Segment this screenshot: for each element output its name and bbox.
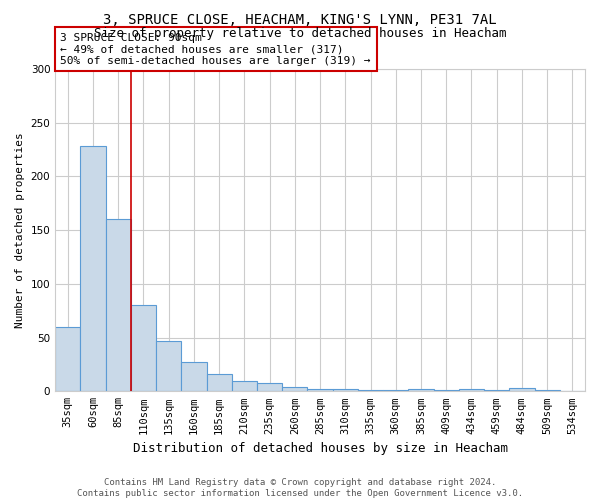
Bar: [459, 389, 484, 392]
Bar: [282, 387, 307, 392]
Bar: [156, 341, 181, 392]
Text: Contains HM Land Registry data © Crown copyright and database right 2024.
Contai: Contains HM Land Registry data © Crown c…: [77, 478, 523, 498]
Bar: [55, 327, 80, 392]
Bar: [383, 390, 409, 392]
Bar: [131, 306, 156, 392]
Bar: [484, 390, 509, 392]
Bar: [409, 389, 434, 392]
X-axis label: Distribution of detached houses by size in Heacham: Distribution of detached houses by size …: [133, 442, 508, 455]
Bar: [332, 389, 358, 392]
Bar: [307, 389, 332, 392]
Bar: [535, 390, 560, 392]
Bar: [434, 390, 459, 392]
Bar: [106, 220, 131, 392]
Bar: [358, 390, 383, 392]
Bar: [257, 382, 282, 392]
Text: 3, SPRUCE CLOSE, HEACHAM, KING'S LYNN, PE31 7AL: 3, SPRUCE CLOSE, HEACHAM, KING'S LYNN, P…: [103, 12, 497, 26]
Text: Size of property relative to detached houses in Heacham: Size of property relative to detached ho…: [94, 28, 506, 40]
Bar: [509, 388, 535, 392]
Bar: [232, 380, 257, 392]
Text: 3 SPRUCE CLOSE: 90sqm
← 49% of detached houses are smaller (317)
50% of semi-det: 3 SPRUCE CLOSE: 90sqm ← 49% of detached …: [61, 32, 371, 66]
Y-axis label: Number of detached properties: Number of detached properties: [15, 132, 25, 328]
Bar: [80, 146, 106, 392]
Bar: [206, 374, 232, 392]
Bar: [181, 362, 206, 392]
